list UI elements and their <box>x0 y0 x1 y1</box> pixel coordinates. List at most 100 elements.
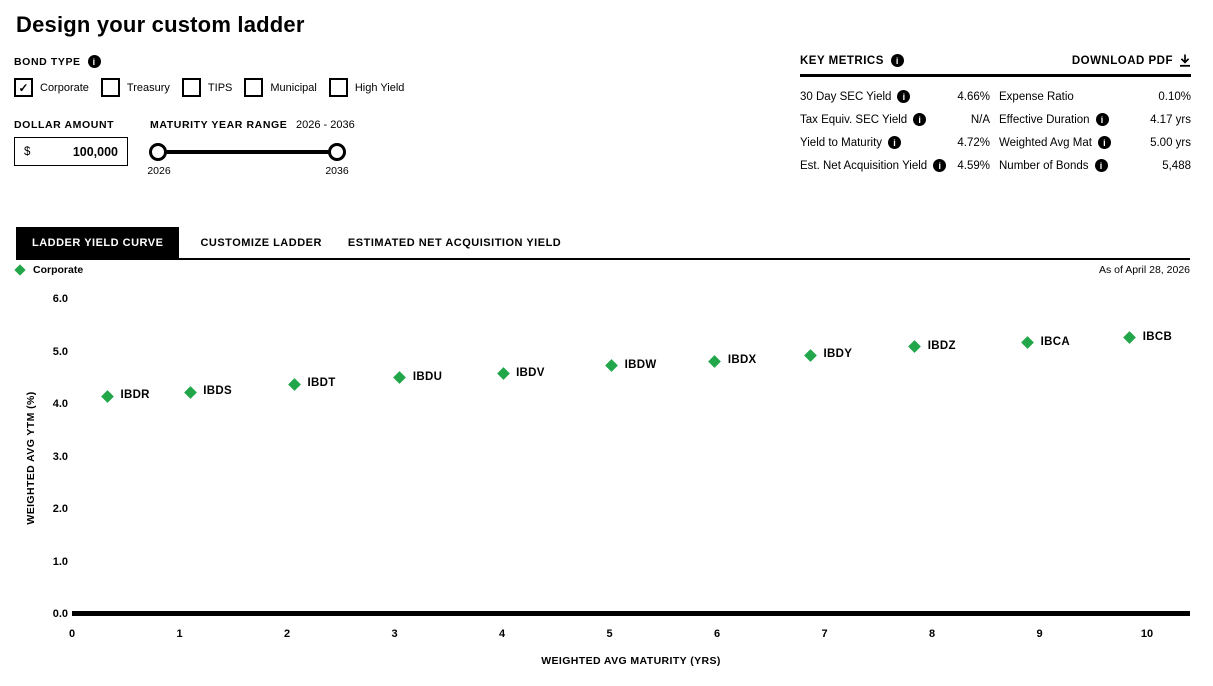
data-point-ibdu[interactable] <box>393 371 407 385</box>
key-metrics-divider <box>800 74 1191 77</box>
data-point-label: IBDW <box>624 358 657 371</box>
info-icon[interactable]: i <box>890 54 904 67</box>
dollar-amount-input[interactable] <box>30 144 118 159</box>
tab-estimated-net-acquisition-yield[interactable]: ESTIMATED NET ACQUISITION YIELD <box>347 236 562 249</box>
data-point-label: IBCB <box>1142 330 1173 343</box>
key-metrics-header: KEY METRICS i DOWNLOAD PDF <box>800 54 1191 67</box>
info-icon[interactable]: i <box>913 113 927 126</box>
bond-type-option-high-yield[interactable]: High Yield <box>328 78 405 97</box>
checkbox-label: Municipal <box>270 81 317 94</box>
bond-type-label: BOND TYPE i <box>14 55 101 68</box>
y-tick-label: 6.0 <box>52 293 68 305</box>
slider-handle-min[interactable] <box>149 143 167 161</box>
info-icon[interactable]: i <box>87 55 101 68</box>
x-tick-label: 8 <box>928 628 936 640</box>
checkbox-label: Treasury <box>126 81 170 94</box>
data-point-ibcb[interactable] <box>1123 331 1137 345</box>
x-tick-label: 10 <box>1140 628 1154 640</box>
data-point-ibdv[interactable] <box>496 367 510 380</box>
metric-value: 4.72% <box>957 136 990 149</box>
data-point-ibdt[interactable] <box>288 377 301 391</box>
x-tick-label: 9 <box>1036 628 1043 640</box>
metric-value: N/A <box>970 113 990 126</box>
y-axis-title: WEIGHTED AVG YTM (%) <box>25 391 37 525</box>
info-icon[interactable]: i <box>897 90 911 103</box>
key-metrics-row: Tax Equiv. SEC Yield i N/A Effective Durati… <box>800 108 1191 131</box>
data-point-label: IBDV <box>516 366 545 379</box>
data-point-label: IBDX <box>727 354 757 367</box>
data-point-label: IBDR <box>120 389 150 402</box>
info-icon[interactable]: i <box>933 159 947 172</box>
slider-handle-max[interactable] <box>328 143 346 161</box>
metric-label: Expense Ratio <box>999 90 1074 103</box>
maturity-range-label: MATURITY YEAR RANGE <box>150 119 288 131</box>
download-icon <box>1179 54 1191 67</box>
data-point-ibds[interactable] <box>183 386 197 399</box>
legend-label: Corporate <box>33 264 84 276</box>
metric-label: Tax Equiv. SEC Yield i <box>800 113 952 126</box>
metric-label: Effective Duration i <box>990 113 1120 126</box>
metric-label: Number of Bonds i <box>990 159 1120 172</box>
key-metrics-row: 30 Day SEC Yield i 4.66% Expense Ratio 0.10% <box>800 85 1191 108</box>
info-icon[interactable]: i <box>1095 113 1109 126</box>
data-point-label: IBDT <box>307 377 336 389</box>
tab-ladder-yield-curve[interactable]: LADDER YIELD CURVE <box>16 227 180 258</box>
checkbox-unchecked[interactable] <box>244 78 264 97</box>
data-point-ibdz[interactable] <box>908 340 922 354</box>
data-point-ibdr[interactable] <box>101 389 114 403</box>
y-tick-label: 0.0 <box>52 608 68 620</box>
data-point-ibca[interactable] <box>1021 336 1035 349</box>
chart-legend: Corporate <box>14 264 84 276</box>
slider-track[interactable] <box>157 150 338 154</box>
slider-max-label: 2036 <box>325 165 349 177</box>
y-tick-label: 4.0 <box>52 398 68 410</box>
data-point-label: IBDS <box>203 385 232 398</box>
page-title: Design your custom ladder <box>16 12 305 37</box>
y-tick-label: 1.0 <box>52 555 68 568</box>
metric-label: Yield to Maturity i <box>800 136 952 149</box>
dollar-amount-label: DOLLAR AMOUNT <box>14 119 115 131</box>
data-point-label: IBDU <box>412 370 443 383</box>
bond-type-option-tips[interactable]: TIPS <box>181 78 233 97</box>
checkbox-label: TIPS <box>207 81 233 94</box>
x-tick-label: 6 <box>713 628 721 640</box>
checkbox-checked[interactable]: ✓ <box>14 78 33 97</box>
key-metrics-row: Est. Net Acquisition Yield i 4.59% Number o… <box>800 154 1191 177</box>
data-point-label: IBDZ <box>927 339 956 352</box>
metric-label: Weighted Avg Mat i <box>990 136 1120 149</box>
dollar-amount-field[interactable]: $ <box>14 137 128 166</box>
maturity-range-slider[interactable] <box>149 143 346 161</box>
data-point-ibdx[interactable] <box>708 355 722 368</box>
bond-type-option-treasury[interactable]: Treasury <box>100 78 170 97</box>
data-point-label: IBCA <box>1040 335 1070 348</box>
bond-type-option-municipal[interactable]: Municipal <box>244 78 317 97</box>
bond-type-option-corporate[interactable]: ✓ Corporate <box>14 78 89 97</box>
metric-value: 5,488 <box>1162 159 1191 172</box>
currency-symbol: $ <box>24 145 31 158</box>
info-icon[interactable]: i <box>888 136 902 149</box>
x-tick-label: 1 <box>176 628 183 640</box>
metric-label: Est. Net Acquisition Yield i <box>800 159 952 172</box>
x-tick-label: 3 <box>391 628 398 640</box>
x-tick-label: 7 <box>821 628 828 640</box>
bond-type-label-text: BOND TYPE <box>14 55 81 68</box>
info-icon[interactable]: i <box>1094 159 1108 172</box>
data-point-ibdw[interactable] <box>605 359 619 372</box>
metric-value: 5.00 yrs <box>1150 136 1191 149</box>
tab-customize-ladder[interactable]: CUSTOMIZE LADDER <box>200 236 322 249</box>
checkbox-label: High Yield <box>354 81 405 94</box>
checkbox-unchecked[interactable] <box>328 78 348 97</box>
checkbox-unchecked[interactable] <box>181 78 201 97</box>
corporate-diamond-icon <box>14 264 26 276</box>
download-pdf-button[interactable]: DOWNLOAD PDF <box>1072 54 1191 67</box>
key-metrics-title-text: KEY METRICS <box>800 54 884 67</box>
as-of-date: As of April 28, 2026 <box>1098 264 1190 276</box>
info-icon[interactable]: i <box>1097 136 1111 149</box>
checkbox-unchecked[interactable] <box>100 78 120 97</box>
chart-tabs: LADDER YIELD CURVE CUSTOMIZE LADDER ESTIMA… <box>16 227 1190 260</box>
data-point-ibdy[interactable] <box>804 348 817 362</box>
maturity-range-value: 2026 - 2036 <box>296 119 355 131</box>
x-tick-label: 2 <box>283 628 291 640</box>
metric-value: 0.10% <box>1158 90 1191 103</box>
